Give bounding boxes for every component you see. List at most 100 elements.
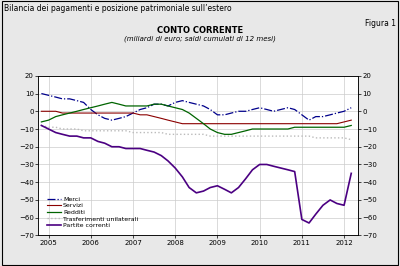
Redditi [39, 120, 44, 123]
Merci [60, 97, 65, 101]
Merci [250, 108, 255, 111]
Merci [257, 106, 262, 109]
Redditi [53, 115, 58, 118]
Servizi [117, 111, 122, 115]
Servizi [152, 115, 156, 118]
Partite correnti [110, 145, 114, 148]
Redditi [257, 127, 262, 131]
Servizi [292, 122, 297, 125]
Trasferimenti unilaterali [334, 136, 339, 139]
Trasferimenti unilaterali [74, 127, 79, 131]
Redditi [159, 103, 164, 106]
Trasferimenti unilaterali [271, 135, 276, 138]
Merci [342, 110, 346, 113]
Redditi [236, 131, 241, 134]
Merci [53, 95, 58, 99]
Partite correnti [124, 147, 128, 150]
Merci [328, 113, 332, 117]
Partite correnti [159, 154, 164, 157]
Partite correnti [117, 145, 122, 148]
Trasferimenti unilaterali [102, 129, 107, 132]
Redditi [264, 127, 269, 131]
Merci [201, 104, 206, 107]
Trasferimenti unilaterali [201, 133, 206, 136]
Servizi [110, 111, 114, 115]
Merci [243, 110, 248, 113]
Trasferimenti unilaterali [328, 136, 332, 139]
Partite correnti [215, 184, 220, 187]
Merci [334, 111, 339, 115]
Trasferimenti unilaterali [349, 138, 354, 141]
Servizi [286, 122, 290, 125]
Redditi [229, 133, 234, 136]
Servizi [187, 122, 192, 125]
Partite correnti [328, 198, 332, 202]
Redditi [60, 113, 65, 117]
Partite correnti [138, 147, 142, 150]
Redditi [144, 104, 149, 107]
Servizi [102, 111, 107, 115]
Merci [110, 119, 114, 122]
Servizi [208, 122, 213, 125]
Partite correnti [307, 221, 312, 225]
Trasferimenti unilaterali [342, 136, 346, 139]
Merci [208, 108, 213, 111]
Partite correnti [102, 142, 107, 145]
Trasferimenti unilaterali [166, 133, 170, 136]
Servizi [342, 120, 346, 123]
Merci [144, 106, 149, 109]
Redditi [173, 106, 178, 109]
Trasferimenti unilaterali [187, 133, 192, 136]
Servizi [222, 122, 227, 125]
Partite correnti [349, 172, 354, 175]
Servizi [166, 119, 170, 122]
Merci [39, 92, 44, 95]
Servizi [180, 122, 185, 125]
Trasferimenti unilaterali [117, 129, 122, 132]
Trasferimenti unilaterali [208, 135, 213, 138]
Servizi [334, 122, 339, 125]
Merci [130, 111, 135, 115]
Trasferimenti unilaterali [313, 136, 318, 139]
Partite correnti [144, 149, 149, 152]
Redditi [215, 131, 220, 134]
Trasferimenti unilaterali [222, 135, 227, 138]
Redditi [88, 106, 93, 109]
Trasferimenti unilaterali [88, 129, 93, 132]
Text: CONTO CORRENTE: CONTO CORRENTE [157, 26, 243, 35]
Partite correnti [74, 135, 79, 138]
Merci [215, 113, 220, 117]
Trasferimenti unilaterali [229, 135, 234, 138]
Partite correnti [46, 127, 51, 131]
Trasferimenti unilaterali [307, 135, 312, 138]
Merci [96, 113, 100, 117]
Trasferimenti unilaterali [194, 133, 199, 136]
Servizi [264, 122, 269, 125]
Servizi [320, 122, 325, 125]
Servizi [229, 122, 234, 125]
Partite correnti [67, 135, 72, 138]
Servizi [349, 119, 354, 122]
Trasferimenti unilaterali [250, 135, 255, 138]
Merci [194, 103, 199, 106]
Redditi [334, 126, 339, 129]
Partite correnti [264, 163, 269, 166]
Trasferimenti unilaterali [180, 133, 185, 136]
Merci [138, 108, 142, 111]
Redditi [152, 103, 156, 106]
Servizi [138, 113, 142, 117]
Trasferimenti unilaterali [60, 127, 65, 131]
Redditi [300, 126, 304, 129]
Redditi [342, 126, 346, 129]
Merci [67, 97, 72, 101]
Servizi [313, 122, 318, 125]
Merci [264, 108, 269, 111]
Servizi [46, 110, 51, 113]
Text: (miliardi di euro; saldi cumulati di 12 mesi): (miliardi di euro; saldi cumulati di 12 … [124, 35, 276, 42]
Servizi [130, 111, 135, 115]
Line: Merci: Merci [41, 94, 351, 120]
Partite correnti [187, 186, 192, 189]
Line: Trasferimenti unilaterali: Trasferimenti unilaterali [41, 126, 351, 140]
Partite correnti [53, 131, 58, 134]
Trasferimenti unilaterali [243, 135, 248, 138]
